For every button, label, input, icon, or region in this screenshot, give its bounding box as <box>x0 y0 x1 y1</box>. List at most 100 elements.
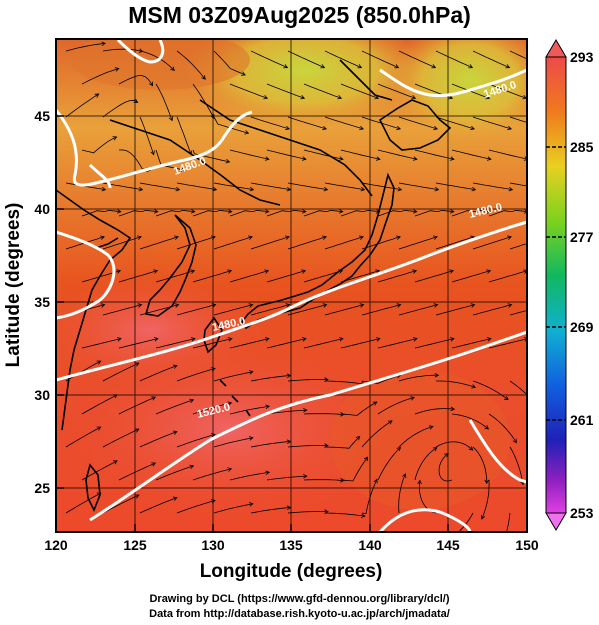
streamline-arrowhead <box>172 364 178 369</box>
streamline <box>81 338 121 349</box>
streamline <box>229 209 269 217</box>
streamline <box>81 209 121 217</box>
streamline-arrowhead <box>248 370 254 375</box>
streamline-arrowhead <box>175 186 181 192</box>
streamline-arrowhead <box>112 136 118 141</box>
streamline <box>436 380 476 388</box>
streamline-arrowhead <box>468 446 474 451</box>
streamline-arrowhead <box>301 337 307 342</box>
streamline-arrowhead <box>285 303 291 308</box>
y-tick-label: 30 <box>34 387 50 403</box>
wind-streamlines <box>65 41 540 532</box>
streamline <box>488 338 527 349</box>
streamline <box>488 83 527 99</box>
streamline-arrowhead <box>137 303 143 308</box>
streamline-arrowhead <box>153 337 159 342</box>
streamline <box>451 270 491 283</box>
streamline <box>155 209 195 217</box>
streamline <box>213 437 253 448</box>
streamline-arrowhead <box>470 125 476 131</box>
streamline-arrowhead <box>375 269 381 274</box>
streamline-arrowhead <box>449 209 455 214</box>
streamline-arrowhead <box>338 156 344 161</box>
streamline <box>250 507 291 514</box>
height-contours <box>56 39 527 532</box>
streamline-arrowhead <box>138 186 144 192</box>
streamline-arrowhead <box>100 303 106 308</box>
streamline-arrowhead <box>174 303 180 308</box>
streamline-arrowhead <box>507 303 513 308</box>
streamline <box>287 236 327 250</box>
streamline <box>361 236 401 250</box>
streamline <box>213 50 246 76</box>
streamline-arrowhead <box>134 428 140 433</box>
streamline <box>472 50 510 68</box>
streamline <box>213 236 253 250</box>
streamline <box>488 209 527 217</box>
streamline <box>361 420 393 448</box>
streamline <box>266 270 306 283</box>
streamline-arrowhead <box>512 438 517 444</box>
streamline-arrowhead <box>505 64 511 69</box>
streamline-arrowhead <box>536 404 540 408</box>
streamline-arrowhead <box>248 502 254 507</box>
streamline <box>398 116 438 130</box>
streamline <box>398 374 439 382</box>
streamline-arrowhead <box>486 337 492 342</box>
streamline-arrowhead <box>449 337 455 342</box>
streamline <box>472 446 488 484</box>
streamline <box>192 402 232 415</box>
streamline-arrowhead <box>338 337 344 342</box>
streamline <box>340 83 379 99</box>
streamline-arrowhead <box>264 209 270 214</box>
streamline <box>266 149 306 160</box>
streamline-arrowhead <box>449 156 455 161</box>
streamline <box>250 116 290 130</box>
streamline-arrowhead <box>285 125 291 131</box>
streamline <box>414 338 454 349</box>
streamline <box>155 465 194 481</box>
streamline-arrowhead <box>151 462 157 467</box>
streamline <box>414 270 454 283</box>
x-tick-label: 145 <box>436 537 460 553</box>
streamline-arrowhead <box>373 478 378 484</box>
streamline-arrowhead <box>249 186 255 192</box>
streamline-arrowhead <box>301 209 307 214</box>
streamline <box>155 83 173 121</box>
streamline-arrowhead <box>360 513 366 518</box>
axis-ticks <box>55 115 528 532</box>
streamline-arrowhead <box>375 156 381 161</box>
streamline <box>65 360 101 382</box>
streamline-arrowhead <box>486 209 492 214</box>
streamline-arrowhead <box>433 303 439 308</box>
x-tick-label: 135 <box>279 537 303 553</box>
streamline <box>250 441 291 448</box>
streamline-arrowhead <box>323 186 329 192</box>
streamline-arrowhead <box>227 337 233 342</box>
streamline <box>287 379 329 382</box>
streamline-arrowhead <box>153 269 159 274</box>
streamline-arrowhead <box>523 269 527 274</box>
streamline-arrowhead <box>180 167 186 172</box>
streamline <box>438 453 453 482</box>
streamline <box>398 182 439 191</box>
streamline <box>340 270 380 283</box>
y-axis-label: Latitude (degrees) <box>3 203 24 368</box>
streamline-arrowhead <box>320 64 326 69</box>
streamline-arrowhead <box>396 303 402 308</box>
streamline-arrowhead <box>264 337 270 342</box>
x-tick-label: 130 <box>201 537 225 553</box>
streamline <box>488 270 527 283</box>
streamline <box>303 270 343 283</box>
streamline <box>435 116 475 130</box>
streamline-arrowhead <box>375 337 381 342</box>
streamline <box>340 209 380 217</box>
streamline-arrowhead <box>241 71 246 76</box>
streamline-arrowhead <box>431 64 437 69</box>
streamline <box>81 68 119 85</box>
streamline-arrowhead <box>433 235 438 240</box>
streamline <box>472 116 512 130</box>
streamline-arrowhead <box>248 235 253 240</box>
colorbar-tick-label: 269 <box>570 319 594 335</box>
